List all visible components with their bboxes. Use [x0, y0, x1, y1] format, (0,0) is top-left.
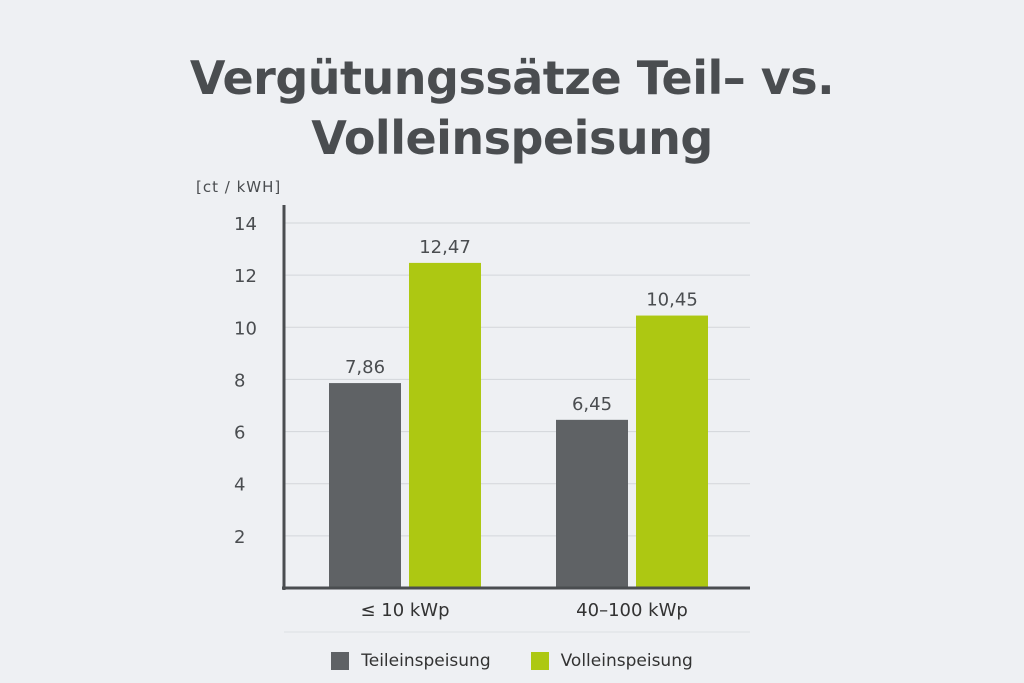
legend-swatch-teileinspeisung — [331, 652, 350, 670]
legend: Teileinspeisung Volleinspeisung — [0, 648, 1024, 674]
bar-volleinspeisung-1 — [636, 315, 708, 588]
legend-label-teileinspeisung: Teileinspeisung — [361, 651, 491, 671]
data-label-teileinspeisung-0: 7,86 — [345, 357, 385, 378]
y-tick-label-4: 4 — [234, 475, 245, 496]
data-label-teileinspeisung-1: 6,45 — [572, 394, 612, 415]
data-label-volleinspeisung-0: 12,47 — [419, 237, 471, 258]
bar-teileinspeisung-0 — [329, 383, 401, 588]
x-category-label-0: ≤ 10 kWp — [360, 600, 449, 621]
bar-volleinspeisung-0 — [409, 262, 481, 588]
bar-teileinspeisung-1 — [556, 419, 628, 588]
legend-label-volleinspeisung: Volleinspeisung — [560, 651, 693, 671]
legend-item-volleinspeisung: Volleinspeisung — [530, 651, 693, 671]
y-tick-label-2: 2 — [234, 527, 245, 548]
y-tick-label-12: 12 — [234, 266, 257, 287]
y-axis-unit-label: [ct / kWH] — [196, 178, 282, 196]
y-tick-label-10: 10 — [234, 318, 257, 339]
y-tick-label-8: 8 — [234, 370, 245, 391]
data-label-volleinspeisung-1: 10,45 — [646, 290, 698, 311]
x-category-label-1: 40–100 kWp — [576, 600, 688, 621]
legend-swatch-volleinspeisung — [530, 652, 549, 670]
chart-title-line-2: Volleinspeisung — [311, 111, 713, 165]
legend-item-teileinspeisung: Teileinspeisung — [331, 651, 491, 671]
y-tick-label-14: 14 — [234, 214, 257, 235]
chart-title: Vergütungssätze Teil– vs. Volleinspeisun… — [0, 48, 1024, 168]
chart-title-line-1: Vergütungssätze Teil– vs. — [189, 51, 835, 105]
y-tick-label-6: 6 — [234, 423, 245, 444]
